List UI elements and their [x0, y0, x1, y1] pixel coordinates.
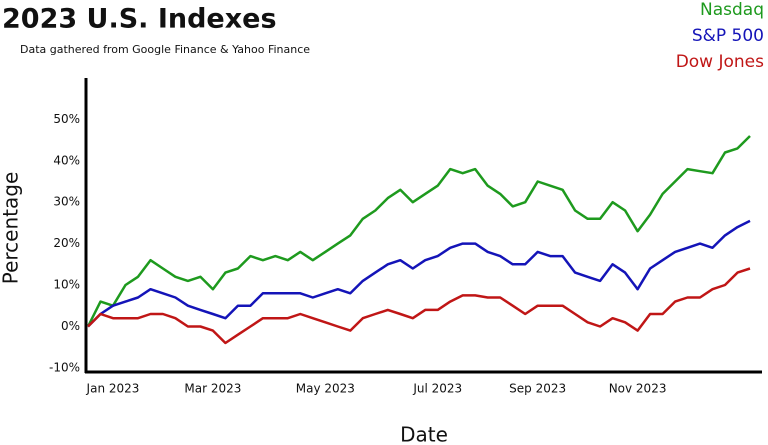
x-tick-label: Jul 2023 [412, 382, 462, 396]
y-tick-label: 10% [53, 278, 80, 292]
series-line [87, 267, 751, 345]
x-tick-label: Nov 2023 [609, 382, 667, 396]
y-tick-label: -10% [49, 360, 80, 374]
chart-title: 2023 U.S. Indexes [2, 4, 277, 35]
x-tick-label: Sep 2023 [509, 382, 566, 396]
y-tick-label: 0% [61, 319, 80, 333]
y-tick-label: 50% [53, 112, 80, 126]
x-tick-label: Mar 2023 [184, 382, 241, 396]
y-tick-label: 40% [53, 153, 80, 167]
x-axis-label: Date [400, 423, 448, 445]
series-line [86, 135, 751, 328]
chart-subtitle: Data gathered from Google Finance & Yaho… [20, 43, 310, 56]
y-tick-label: 20% [53, 236, 80, 250]
y-tick-label: 30% [53, 195, 80, 209]
x-tick-label: Jan 2023 [86, 382, 140, 396]
legend-label: S&P 500 [692, 26, 764, 46]
legend-label: Nasdaq [700, 0, 764, 20]
series-line [87, 219, 751, 328]
legend-label: Dow Jones [676, 52, 764, 72]
y-axis-label: Percentage [0, 172, 23, 285]
x-tick-label: May 2023 [296, 382, 355, 396]
